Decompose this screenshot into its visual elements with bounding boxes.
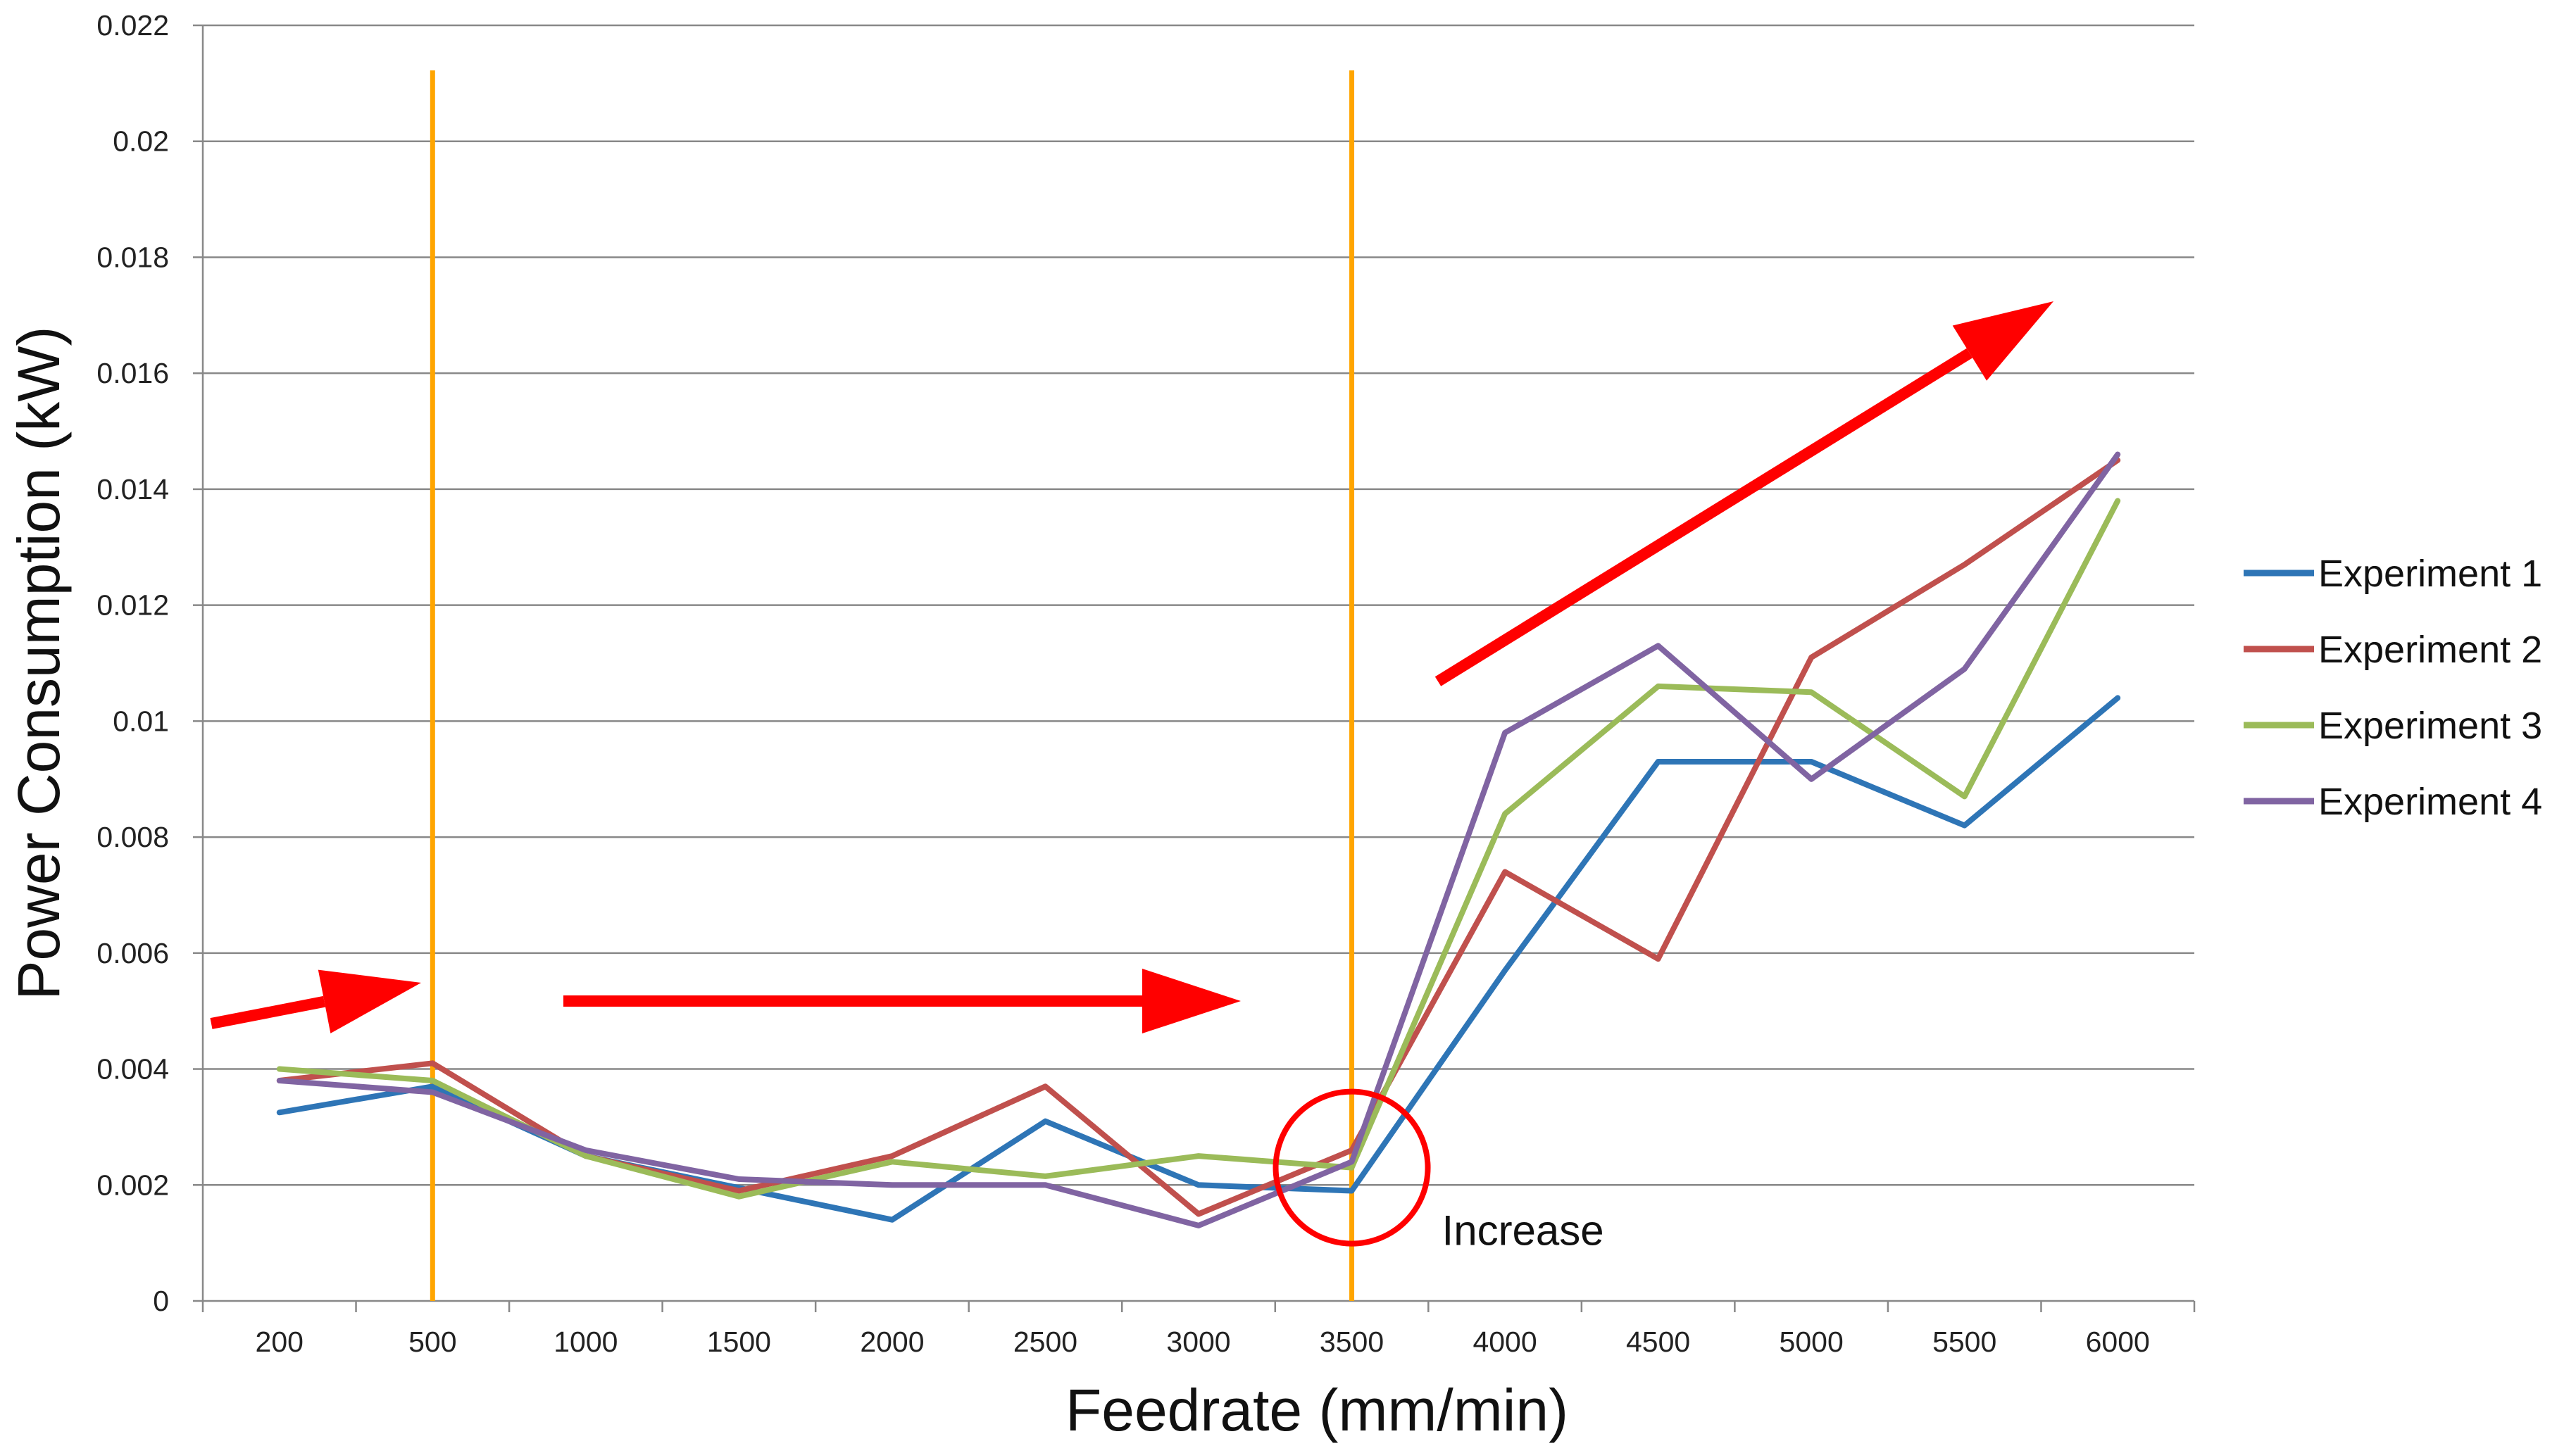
x-tick-label: 2000 [860,1326,924,1358]
x-tick-label: 500 [408,1326,456,1358]
y-tick-label: 0.016 [96,357,169,389]
y-tick-label: 0.01 [113,705,169,737]
arrow-shaft [1434,348,1973,686]
y-tick-label: 0.02 [113,125,169,158]
trend-arrow-icon [1434,301,2053,686]
arrow-shaft [210,995,326,1029]
x-tick-label: 4500 [1626,1326,1690,1358]
arrow-head [318,969,421,1033]
series-line-experiment-4 [276,451,2121,1228]
x-tick-label: 5000 [1780,1326,1844,1358]
x-tick-label: 3000 [1166,1326,1230,1358]
x-axis-title: Feedrate (mm/min) [1065,1377,1568,1443]
x-tick-label: 1500 [707,1326,771,1358]
y-tick-label: 0.018 [96,241,169,273]
x-tick-label: 1000 [554,1326,618,1358]
y-tick-label: 0.008 [96,821,169,853]
annotation-label: Increase [1442,1207,1604,1254]
y-tick-label: 0.012 [96,589,169,622]
x-tick-label: 4000 [1473,1326,1537,1358]
y-tick-label: 0.014 [96,473,169,505]
y-tick-label: 0.002 [96,1169,169,1201]
y-axis-title: Power Consumption (kW) [6,327,72,1000]
x-tick-label: 5500 [1932,1326,1996,1358]
trend-arrow-icon [210,969,421,1033]
legend-label: Experiment 1 [2318,553,2542,595]
trend-arrow-icon [563,969,1241,1033]
x-tick-label: 200 [256,1326,304,1358]
y-tick-label: 0.004 [96,1053,169,1086]
y-tick-label: 0.006 [96,937,169,969]
series-line-experiment-3 [276,498,2121,1200]
legend-label: Experiment 4 [2318,781,2542,823]
y-tick-label: 0.022 [96,9,169,42]
x-tick-label: 6000 [2086,1326,2150,1358]
x-tick-label: 3500 [1320,1326,1384,1358]
annotation-circle [1273,1088,1431,1247]
arrow-head [1952,301,2053,381]
legend-label: Experiment 2 [2318,629,2542,671]
x-tick-label: 2500 [1013,1326,1077,1358]
arrow-head [1142,969,1241,1033]
y-tick-label: 0 [153,1285,169,1317]
legend-label: Experiment 3 [2318,705,2542,747]
